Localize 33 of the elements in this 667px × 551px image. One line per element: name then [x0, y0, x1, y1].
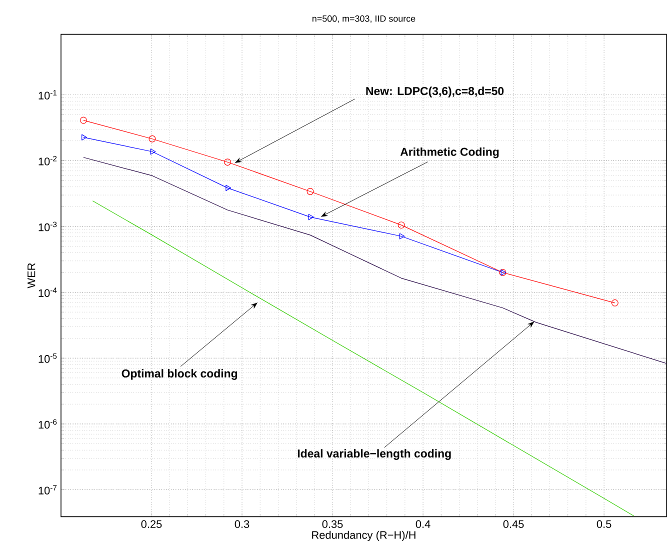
annotation: Optimal block coding — [122, 369, 238, 380]
y-tick-label: 10$^{-2}$ — [38, 156, 57, 166]
x-tick-label: 0.4 — [416, 520, 430, 528]
y-tick-label: 10$^{-1}$ — [38, 90, 57, 100]
point — [80, 116, 87, 124]
annotation: New: LDPC(3,6),c=8,d=50 — [366, 86, 504, 98]
y-tick-label: 10$^{-3}$ — [38, 222, 57, 232]
annotation: Ideal variable−length coding — [298, 449, 451, 460]
point — [399, 233, 405, 240]
y-tick-label: 10$^{-6}$ — [38, 419, 57, 429]
point — [150, 148, 156, 155]
point — [611, 299, 618, 306]
point — [226, 184, 232, 191]
x-tick-label: 0.45 — [503, 520, 524, 528]
point — [308, 214, 314, 220]
y-tick-label: 10$^{-7}$ — [38, 485, 57, 494]
y-axis-title: WER — [28, 263, 36, 288]
annotation: Arithmetic Coding — [400, 147, 499, 158]
x-tick-label: 0.5 — [596, 520, 612, 528]
x-tick-label: 0.25 — [141, 520, 162, 528]
point — [224, 158, 232, 166]
chart-title: n=500, m=303, IID source — [312, 15, 416, 23]
point — [148, 135, 156, 142]
line-series — [92, 200, 634, 516]
x-tick-label: 0.35 — [322, 520, 343, 528]
point — [398, 222, 405, 229]
point — [82, 134, 87, 140]
x-axis-title: Redundancy (R−H)/H — [312, 530, 416, 542]
line-series — [83, 157, 667, 364]
y-tick-label: 10$^{-5}$ — [38, 353, 57, 363]
point — [306, 188, 314, 195]
x-tick-label: 0.3 — [234, 520, 250, 528]
y-tick-label: 10$^{-4}$ — [38, 288, 57, 297]
